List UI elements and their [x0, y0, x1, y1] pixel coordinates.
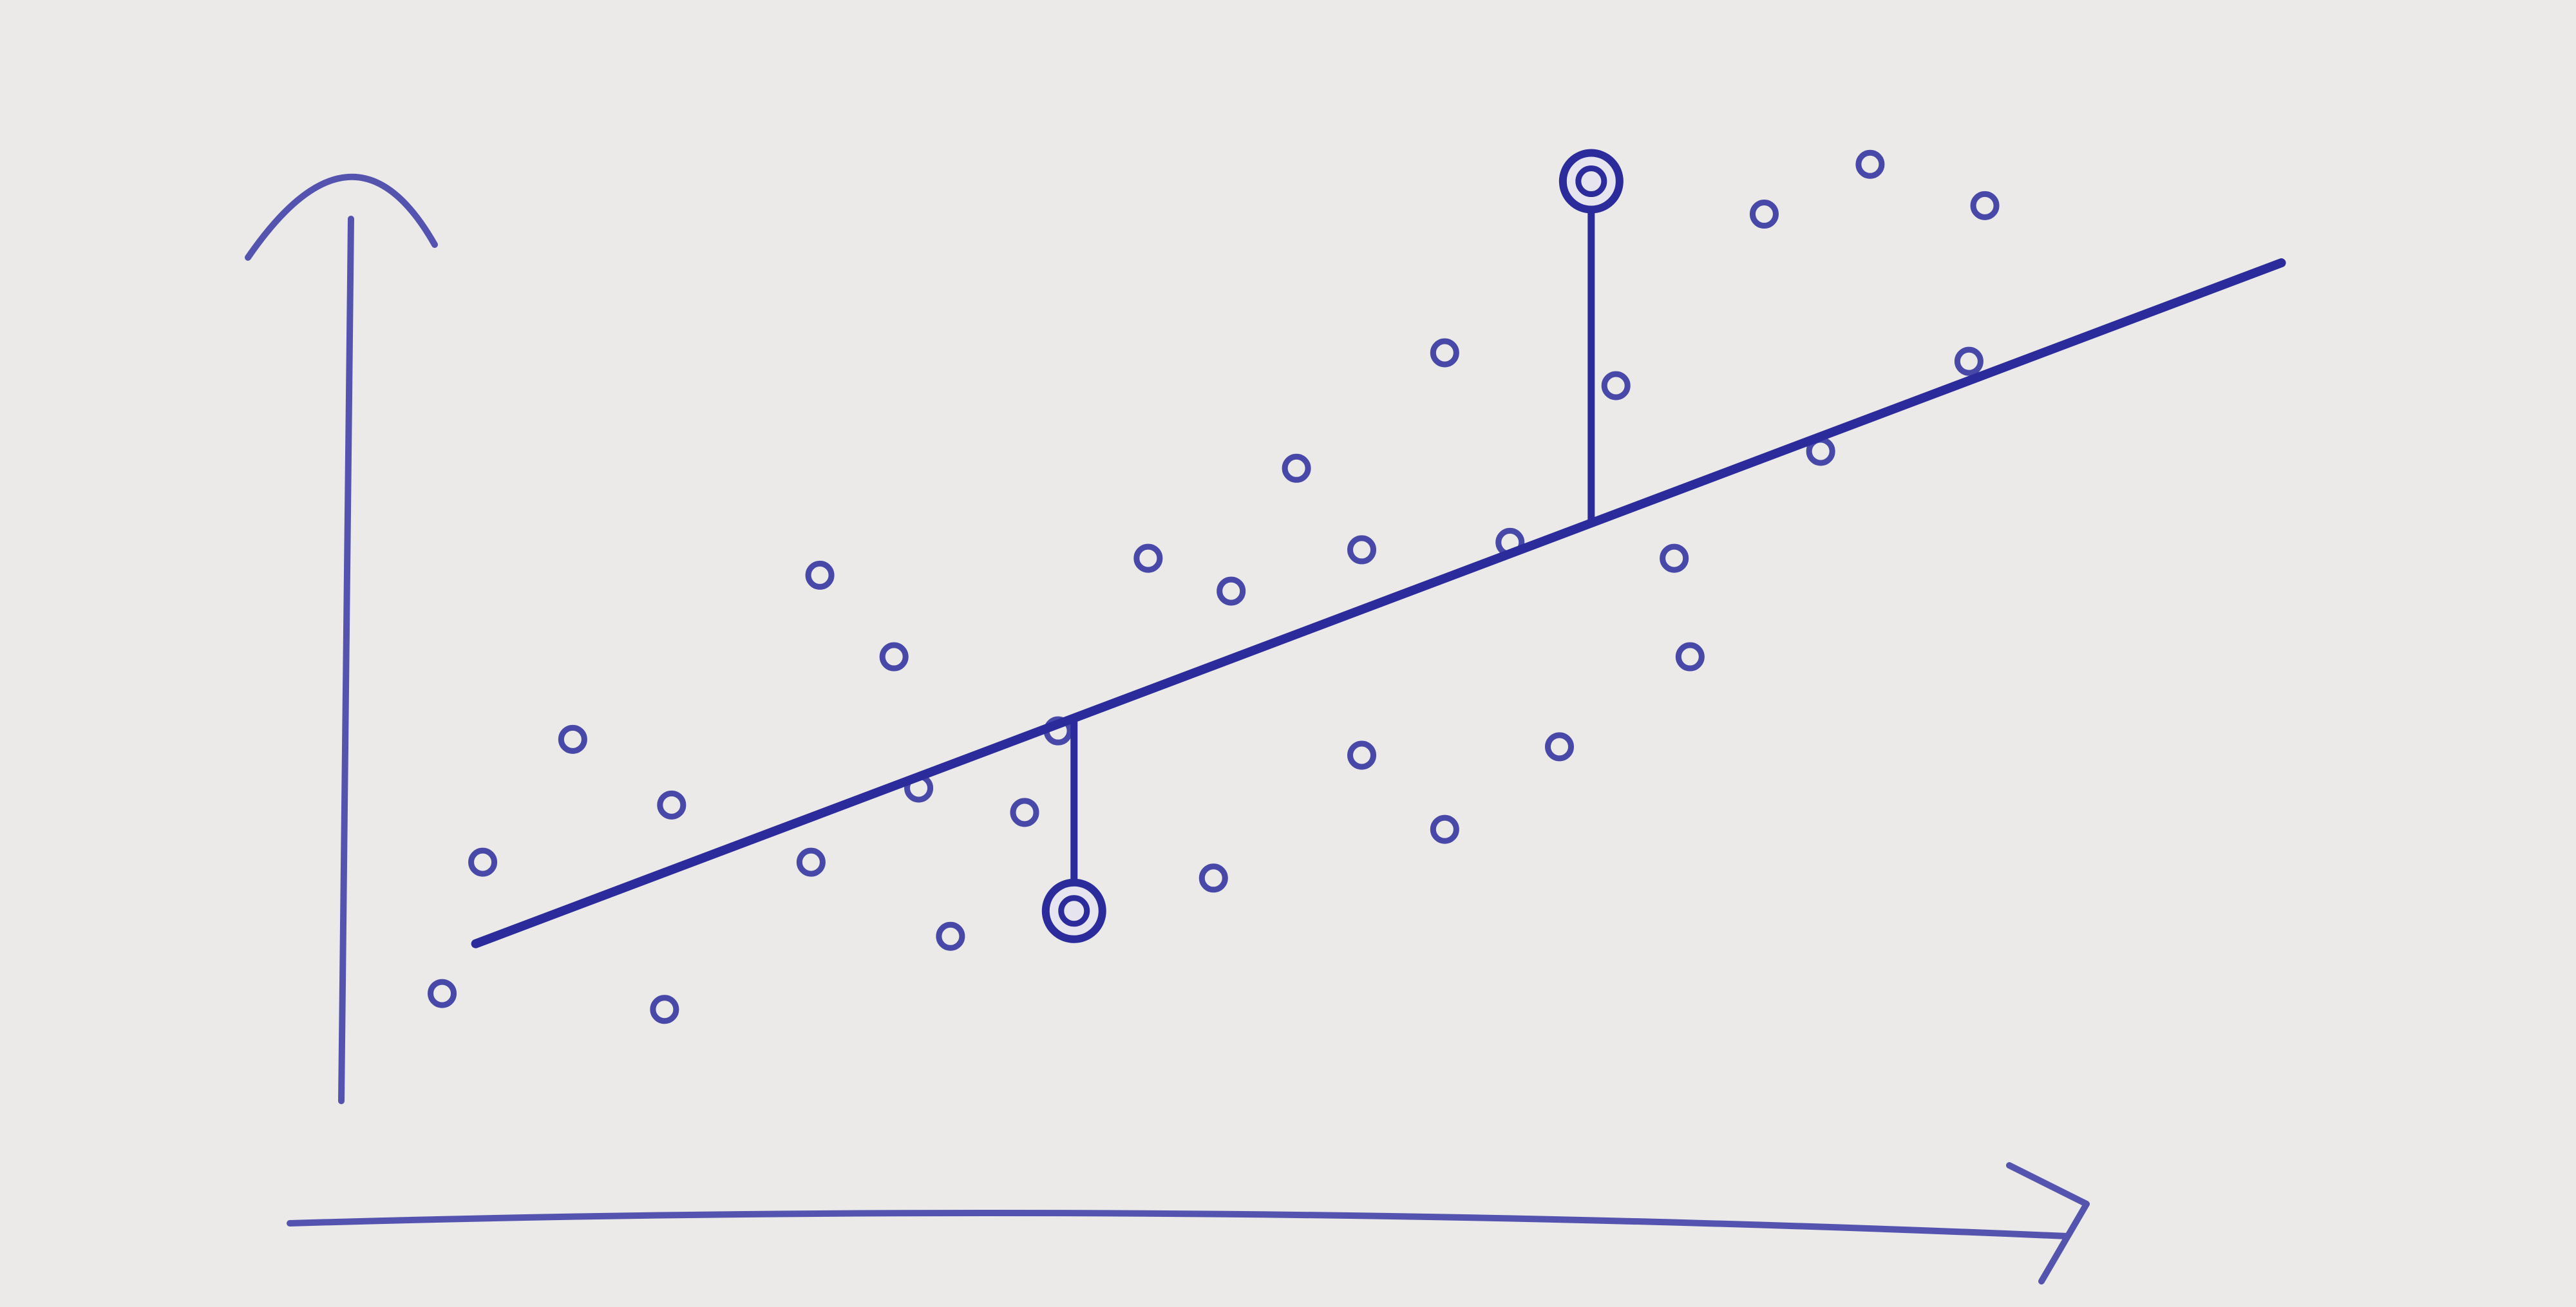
- data-point: [558, 724, 587, 754]
- data-point: [1749, 200, 1779, 229]
- x-axis: [287, 1210, 2070, 1239]
- highlighted-point: [1041, 878, 1106, 943]
- data-point: [1660, 543, 1689, 573]
- data-point: [1198, 863, 1228, 893]
- data-point: [1675, 642, 1705, 672]
- data-point: [879, 642, 909, 672]
- data-point: [1601, 371, 1631, 400]
- data-point: [936, 921, 965, 951]
- data-point: [1970, 191, 2000, 220]
- data-point: [1954, 346, 1984, 376]
- data-point: [1282, 453, 1311, 483]
- data-point: [468, 847, 498, 877]
- data-point: [805, 560, 835, 590]
- y-axis-arrow: [245, 174, 438, 261]
- data-point: [1133, 543, 1163, 573]
- data-point: [1217, 576, 1246, 606]
- highlighted-point-core: [1575, 165, 1607, 198]
- data-point: [1347, 740, 1377, 770]
- data-point: [796, 847, 826, 877]
- data-point: [657, 790, 687, 820]
- highlighted-point: [1558, 149, 1624, 214]
- fit-line: [471, 258, 2286, 948]
- x-axis-arrow: [2006, 1162, 2090, 1284]
- data-point: [1855, 149, 1885, 179]
- data-point: [1430, 814, 1459, 844]
- highlighted-point-core: [1058, 895, 1090, 927]
- data-point: [1010, 798, 1039, 827]
- data-point: [1544, 732, 1574, 762]
- data-point: [428, 979, 457, 1008]
- data-point: [1430, 338, 1459, 368]
- data-point: [1347, 535, 1377, 565]
- y-axis: [338, 216, 354, 1104]
- data-point: [650, 995, 679, 1024]
